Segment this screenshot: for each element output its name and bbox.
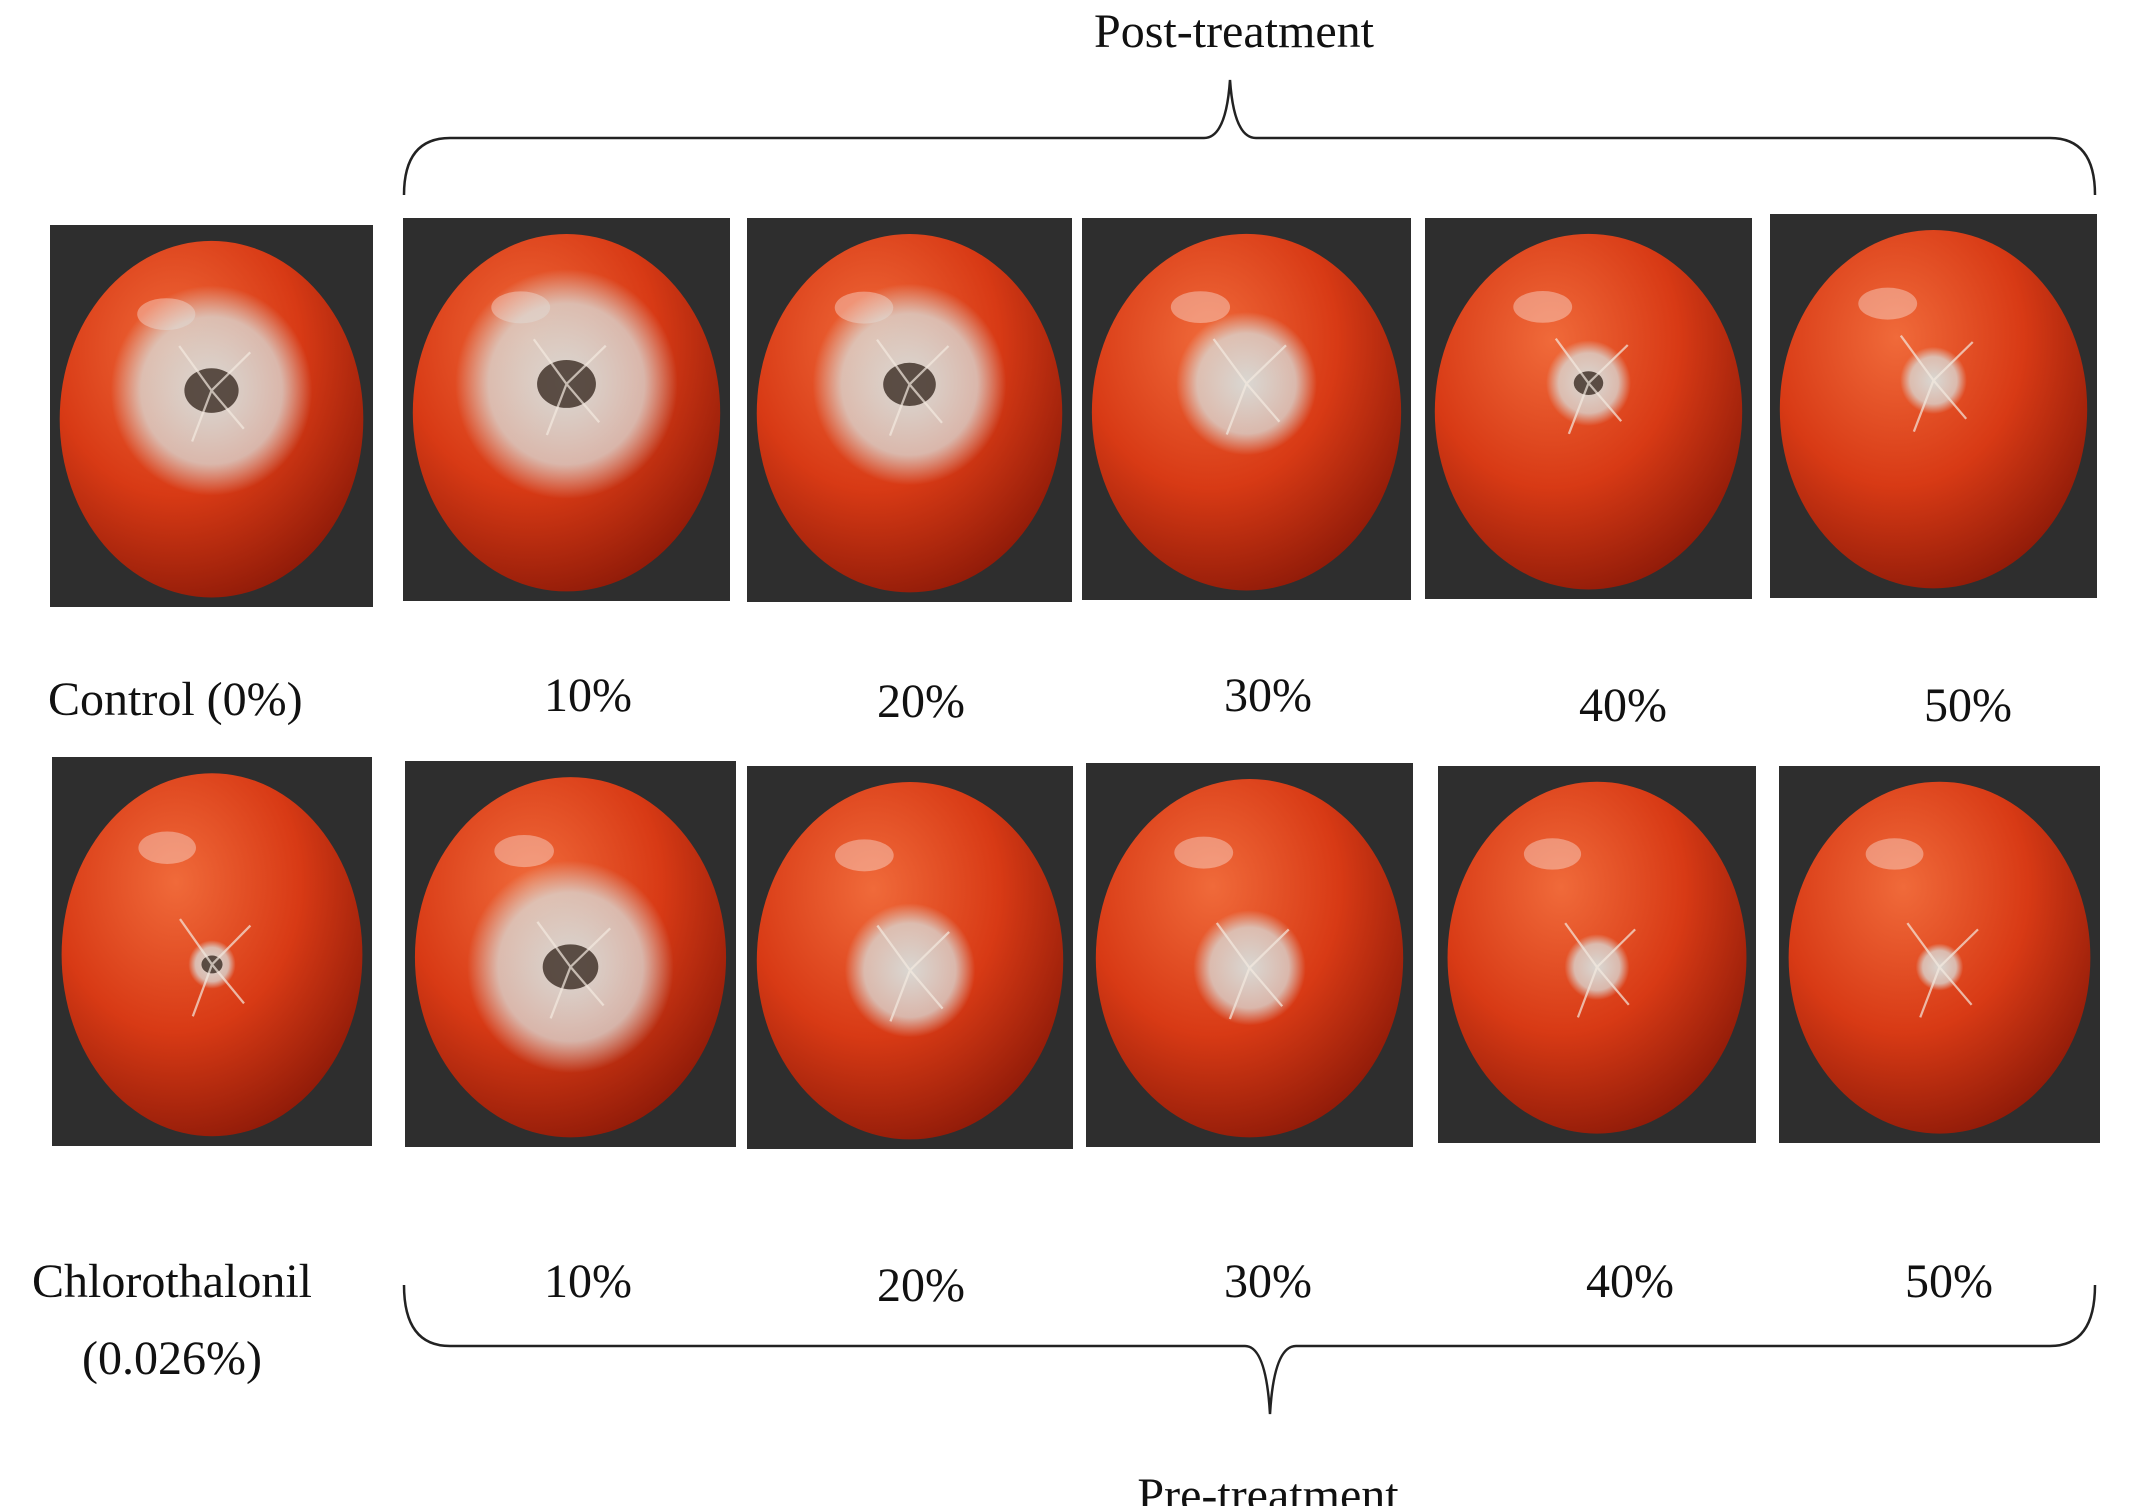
- post-label-20: 20%: [877, 675, 965, 728]
- wound-cracks: [876, 338, 950, 436]
- wound-cracks: [1212, 338, 1287, 435]
- photo-pre-treatment-10: [405, 761, 736, 1147]
- photo-post-treatment-30: [1082, 218, 1411, 600]
- photo-post-treatment-20: [747, 218, 1072, 602]
- tomato-photo: [1086, 763, 1413, 1147]
- tomato-highlight: [138, 831, 196, 864]
- row-label-chlorothalonil-concentration: (0.026%): [82, 1332, 262, 1385]
- tomato-photo: [403, 218, 730, 601]
- tomato-highlight: [1858, 287, 1918, 320]
- post-label-10: 10%: [544, 669, 632, 722]
- pre-label-10: 10%: [544, 1255, 632, 1308]
- pre-treatment-title: Pre-treatment: [1137, 1469, 1399, 1506]
- tomato-highlight: [1513, 291, 1573, 323]
- tomato-photo: [405, 761, 736, 1147]
- tomato-photo: [747, 218, 1072, 602]
- photo-pre-treatment-20: [747, 766, 1073, 1149]
- photo-post-treatment-40: [1425, 218, 1752, 599]
- tomato-photo: [1425, 218, 1752, 599]
- wound-cracks: [1215, 922, 1290, 1020]
- wound-cracks: [1564, 922, 1636, 1018]
- tomato-highlight: [835, 839, 894, 872]
- pre-label-40: 40%: [1586, 1255, 1674, 1308]
- photo-pre-treatment-30: [1086, 763, 1413, 1147]
- photo-control: [50, 225, 373, 607]
- photo-pre-treatment-50: [1779, 766, 2100, 1143]
- wound-cracks: [876, 924, 950, 1022]
- photo-pre-treatment-40: [1438, 766, 1756, 1143]
- post-treatment-title: Post-treatment: [1094, 5, 1374, 58]
- tomato-photo: [50, 225, 373, 607]
- pre-treatment-brace: [402, 1284, 2097, 1415]
- post-label-50: 50%: [1924, 679, 2012, 732]
- pre-label-20: 20%: [877, 1259, 965, 1312]
- post-label-30: 30%: [1224, 669, 1312, 722]
- tomato-photo: [1082, 218, 1411, 600]
- tomato-highlight: [1865, 838, 1924, 870]
- wound-cracks: [536, 921, 612, 1019]
- photo-chlorothalonil: [52, 757, 372, 1146]
- tomato-highlight: [1523, 838, 1582, 870]
- photo-post-treatment-50: [1770, 214, 2097, 598]
- wound-cracks: [1906, 922, 1979, 1018]
- photo-post-treatment-10: [403, 218, 730, 601]
- tomato-photo: [1770, 214, 2097, 598]
- pre-label-50: 50%: [1905, 1255, 1993, 1308]
- post-label-40: 40%: [1579, 679, 1667, 732]
- tomato-photo: [747, 766, 1073, 1149]
- tomato-highlight: [1170, 291, 1231, 324]
- wound-cracks: [532, 338, 607, 436]
- tomato-photo: [1779, 766, 2100, 1143]
- post-treatment-brace: [402, 79, 2097, 196]
- wound-cracks: [1554, 338, 1629, 435]
- tomato-highlight: [1174, 836, 1234, 869]
- tomato-photo: [1438, 766, 1756, 1143]
- row-label-chlorothalonil: Chlorothalonil: [32, 1255, 312, 1308]
- tomato-photo: [52, 757, 372, 1146]
- tomato-highlight: [494, 834, 554, 868]
- wound-cracks: [179, 918, 252, 1017]
- wound-cracks: [1899, 334, 1974, 432]
- row-label-control: Control (0%): [48, 673, 303, 726]
- pre-label-30: 30%: [1224, 1255, 1312, 1308]
- wound-cracks: [178, 345, 252, 442]
